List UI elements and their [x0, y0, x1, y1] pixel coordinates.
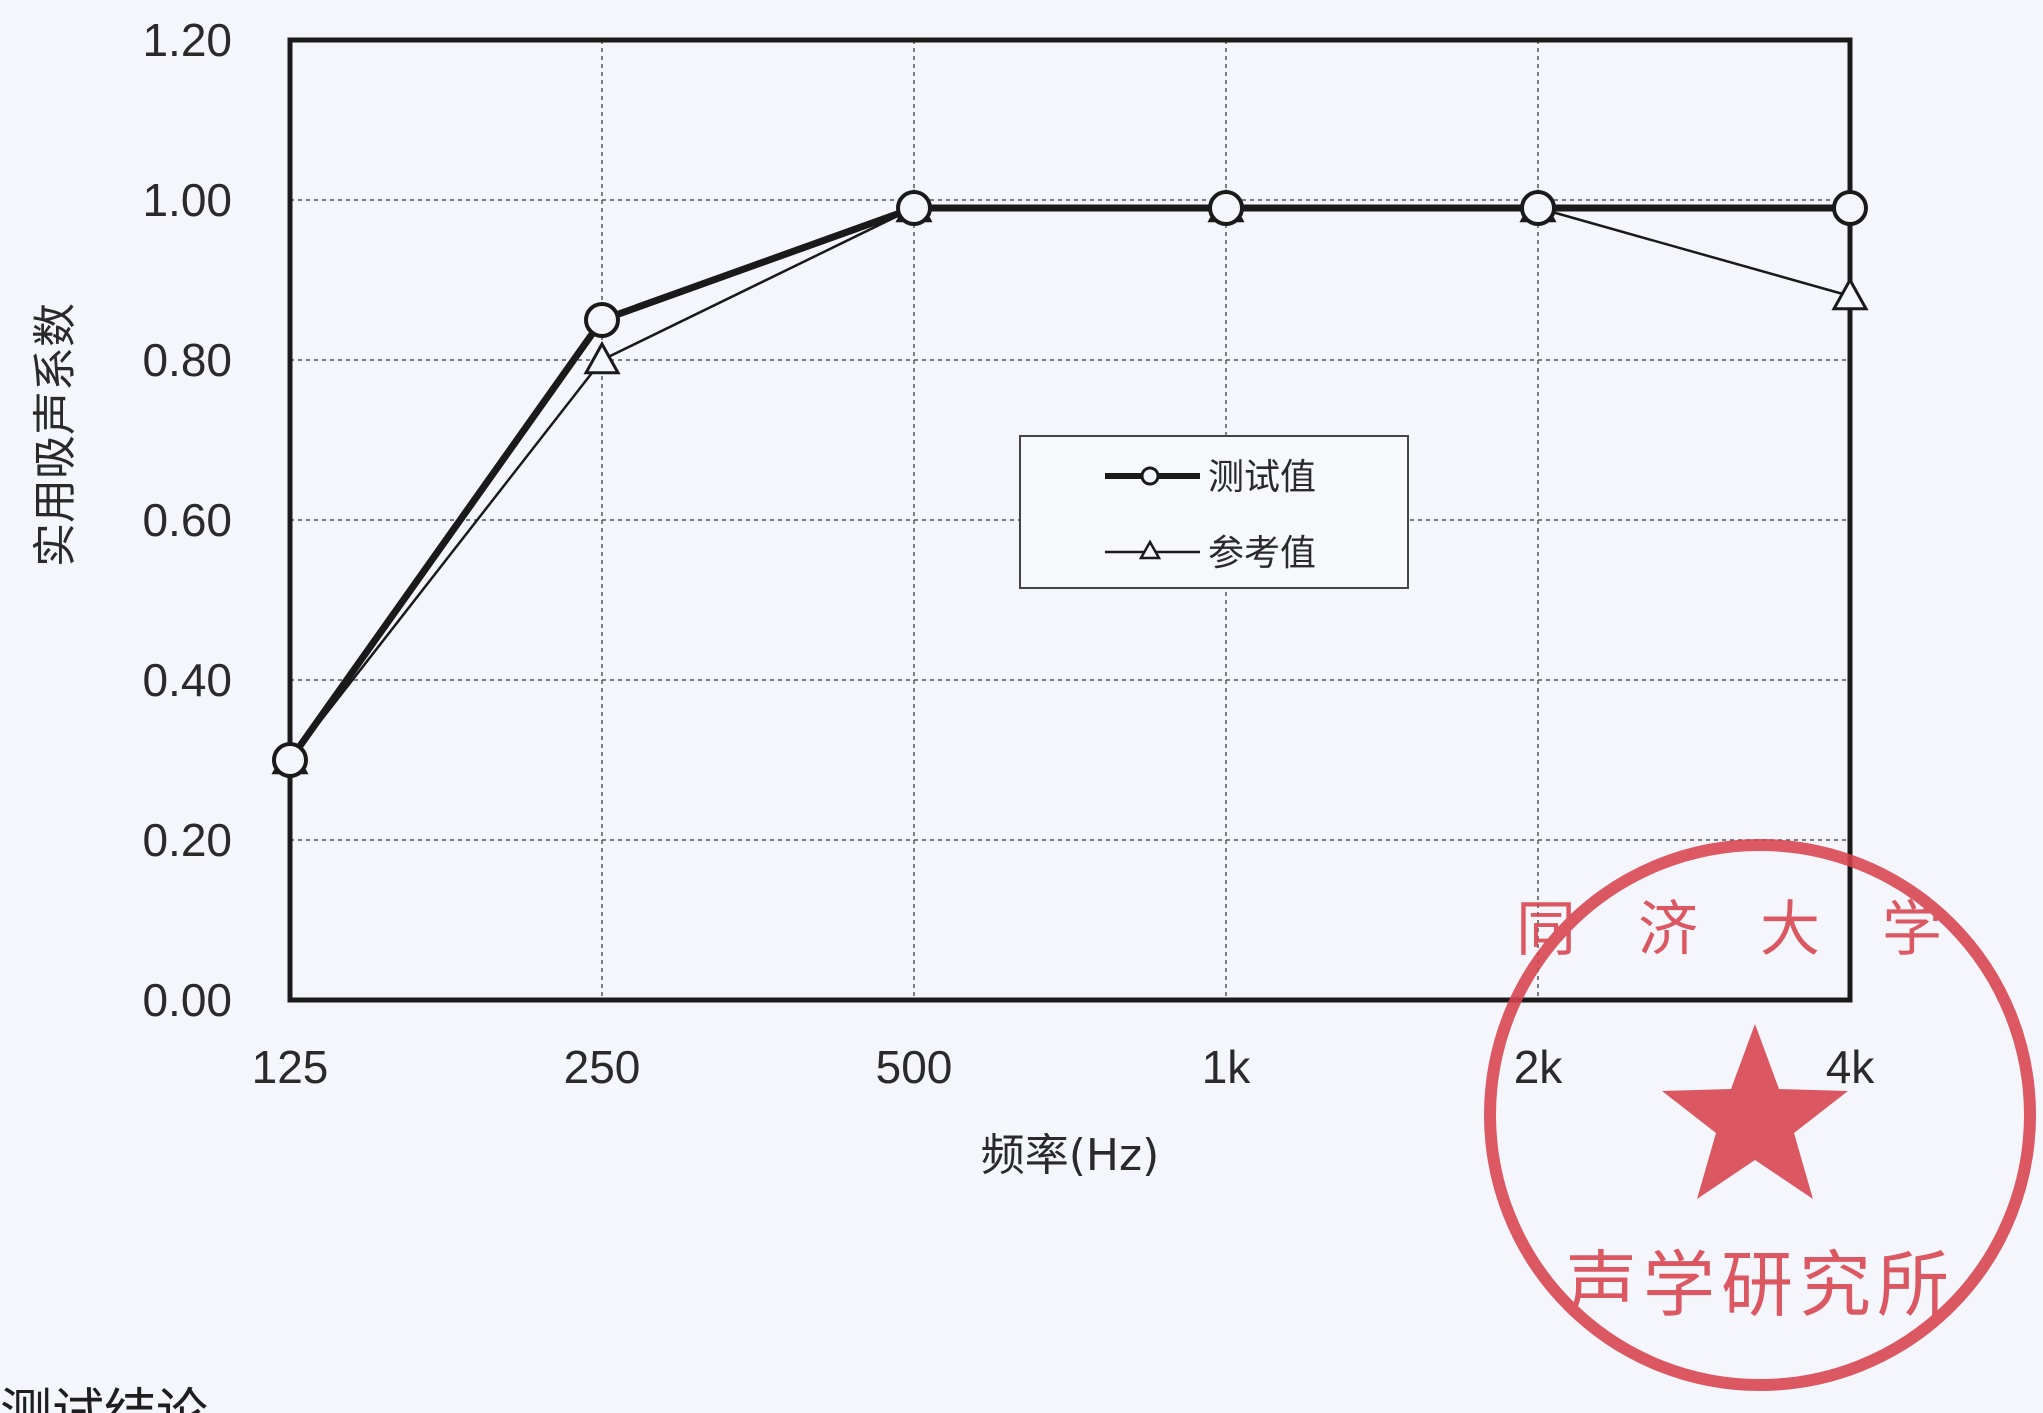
- series-test-point: [1520, 190, 1556, 226]
- x-tick-label: 125: [252, 1041, 329, 1093]
- series-test-point: [896, 190, 932, 226]
- official-stamp: 同济大学 声学研究所: [1484, 839, 2036, 1391]
- stamp-ring: [1484, 839, 2036, 1391]
- series-reference-point: [583, 340, 621, 375]
- x-tick-label: 250: [564, 1041, 641, 1093]
- series-test-point: [1832, 190, 1868, 226]
- series-reference-point: [1831, 276, 1869, 311]
- y-tick-label: 0.40: [142, 654, 232, 706]
- x-tick-label: 1k: [1202, 1041, 1252, 1093]
- x-tick-label: 4k: [1826, 1041, 1876, 1093]
- legend-marker-reference: [1138, 539, 1162, 560]
- legend-box: [1019, 435, 1409, 589]
- legend: 测试值 参考值: [1019, 435, 1409, 589]
- y-tick-label: 0.60: [142, 494, 232, 546]
- series-layer: [271, 188, 1869, 778]
- plot-frame: [287, 37, 1853, 1003]
- legend-label-reference: 参考值: [1208, 533, 1316, 574]
- series-reference-line: [289, 206, 1851, 761]
- y-tick-label: 1.20: [142, 14, 232, 66]
- y-tick-label: 0.20: [142, 814, 232, 866]
- legend-label-test: 测试值: [1208, 457, 1316, 498]
- series-test-point: [584, 302, 620, 338]
- series-test-point: [1208, 190, 1244, 226]
- x-tick-label: 500: [876, 1041, 953, 1093]
- stamp-star-icon: [1662, 1024, 1848, 1199]
- x-tick-labels: 125 250 500 1k 2k 4k: [252, 1041, 1876, 1093]
- legend-marker-test: [1140, 466, 1160, 486]
- y-tick-labels: 0.00 0.20 0.40 0.60 0.80 1.00 1.20: [142, 14, 232, 1026]
- x-tick-label: 2k: [1514, 1041, 1564, 1093]
- footer-heading-partial: 测试结论: [0, 1384, 208, 1413]
- x-axis-title: 频率(Hz): [981, 1130, 1160, 1181]
- y-tick-label: 1.00: [142, 174, 232, 226]
- series-test-point: [272, 742, 308, 778]
- y-tick-label: 0.00: [142, 974, 232, 1026]
- y-tick-label: 0.80: [142, 334, 232, 386]
- stamp-top-text: 同济大学: [1516, 895, 2004, 965]
- stamp-bottom-text: 声学研究所: [1565, 1243, 1955, 1327]
- y-axis-title: 实用吸声系数: [30, 303, 81, 567]
